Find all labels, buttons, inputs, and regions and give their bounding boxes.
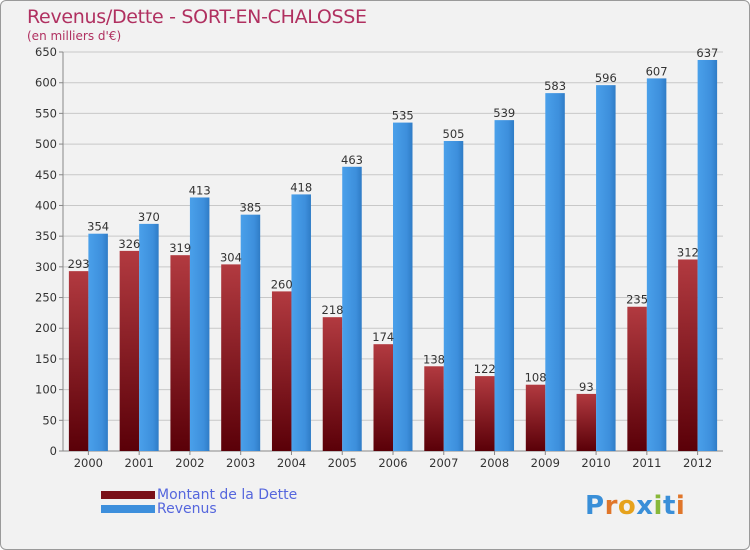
- proxiti-logo: Proxiti: [585, 491, 685, 521]
- bar-dette: [576, 393, 597, 451]
- logo-letter: i: [653, 491, 663, 521]
- x-tick-label: 2001: [125, 456, 154, 470]
- bar-revenus: [494, 120, 515, 451]
- x-tick-label: 2012: [683, 456, 712, 470]
- bar-dette: [221, 264, 241, 451]
- data-label-dette: 304: [220, 250, 242, 264]
- legend-item-revenus: Revenus: [101, 501, 217, 517]
- bar-revenus: [596, 85, 616, 451]
- logo-letter: P: [585, 491, 605, 521]
- x-tick-label: 2009: [531, 456, 560, 470]
- data-label-dette: 122: [474, 362, 496, 376]
- y-tick-label: 100: [35, 383, 57, 397]
- data-label-dette: 138: [423, 352, 445, 366]
- data-label-revenus: 413: [189, 183, 211, 197]
- y-tick-label: 300: [35, 260, 57, 274]
- data-label-revenus: 535: [392, 109, 414, 123]
- data-label-revenus: 539: [493, 106, 515, 120]
- bar-dette: [119, 250, 140, 451]
- y-tick-label: 400: [35, 198, 57, 212]
- bar-dette: [525, 384, 546, 451]
- y-tick-label: 500: [35, 137, 57, 151]
- bar-revenus: [697, 59, 718, 451]
- data-label-dette: 312: [677, 245, 699, 259]
- logo-letter: t: [662, 491, 676, 521]
- bar-revenus: [443, 141, 464, 451]
- bar-dette: [678, 259, 698, 451]
- legend-label-dette: Montant de la Dette: [157, 487, 298, 503]
- data-label-revenus: 418: [290, 180, 312, 194]
- data-label-revenus: 607: [646, 64, 668, 78]
- y-tick-label: 150: [35, 352, 57, 366]
- data-label-revenus: 596: [595, 71, 617, 85]
- x-tick-label: 2000: [74, 456, 103, 470]
- legend-label-revenus: Revenus: [157, 501, 217, 517]
- y-tick-label: 650: [35, 45, 57, 59]
- bar-revenus: [189, 197, 210, 451]
- legend-swatch-dette: [101, 491, 155, 499]
- chart-subtitle: (en milliers d'€): [27, 29, 122, 43]
- bar-dette: [627, 306, 647, 451]
- logo-letter: o: [617, 491, 637, 521]
- bar-revenus: [393, 122, 413, 451]
- x-tick-label: 2004: [277, 456, 306, 470]
- logo-letter: r: [604, 491, 618, 521]
- bar-revenus: [545, 93, 565, 452]
- bar-dette: [424, 366, 444, 451]
- data-label-revenus: 583: [544, 79, 566, 93]
- y-tick-label: 450: [35, 168, 57, 182]
- data-label-revenus: 370: [138, 210, 160, 224]
- bar-dette: [373, 344, 393, 451]
- y-tick-label: 550: [35, 106, 57, 120]
- bar-dette: [271, 291, 292, 451]
- data-label-revenus: 354: [87, 220, 109, 234]
- data-label-revenus: 637: [696, 46, 718, 60]
- logo-letter: x: [636, 491, 654, 521]
- data-label-revenus: 385: [239, 201, 261, 215]
- bar-revenus: [88, 233, 108, 451]
- y-tick-label: 50: [42, 413, 57, 427]
- logo-letter: i: [675, 491, 686, 521]
- bar-revenus: [139, 223, 159, 451]
- legend-item-dette: Montant de la Dette: [101, 487, 297, 503]
- x-tick-label: 2011: [632, 456, 661, 470]
- x-tick-label: 2010: [581, 456, 610, 470]
- bar-dette: [68, 271, 89, 451]
- chart-title: Revenus/Dette - SORT-EN-CHALOSSE: [27, 6, 367, 28]
- bar-revenus: [646, 78, 667, 451]
- y-tick-label: 250: [35, 291, 57, 305]
- bar-dette: [475, 376, 495, 451]
- data-label-dette: 326: [118, 237, 140, 251]
- x-tick-label: 2005: [328, 456, 357, 470]
- y-tick-label: 600: [35, 76, 57, 90]
- data-label-dette: 108: [525, 371, 547, 385]
- data-label-dette: 235: [626, 293, 648, 307]
- x-tick-label: 2007: [429, 456, 458, 470]
- x-tick-label: 2003: [226, 456, 255, 470]
- y-tick-label: 0: [50, 444, 57, 458]
- y-tick-label: 200: [35, 321, 57, 335]
- bar-dette: [322, 317, 343, 451]
- data-label-dette: 319: [169, 241, 191, 255]
- data-label-revenus: 505: [443, 127, 465, 141]
- x-tick-label: 2008: [480, 456, 509, 470]
- x-tick-label: 2002: [175, 456, 204, 470]
- bar-revenus: [291, 194, 311, 452]
- bar-dette: [170, 255, 190, 451]
- data-label-dette: 93: [579, 380, 594, 394]
- bar-revenus: [342, 166, 362, 451]
- data-label-dette: 260: [271, 277, 293, 291]
- legend-swatch-revenus: [101, 505, 155, 513]
- bar-revenus: [240, 214, 261, 451]
- data-label-revenus: 463: [341, 153, 363, 167]
- data-label-dette: 218: [322, 303, 344, 317]
- x-tick-label: 2006: [378, 456, 407, 470]
- y-tick-label: 350: [35, 229, 57, 243]
- data-label-dette: 174: [372, 330, 394, 344]
- data-label-dette: 293: [68, 257, 90, 271]
